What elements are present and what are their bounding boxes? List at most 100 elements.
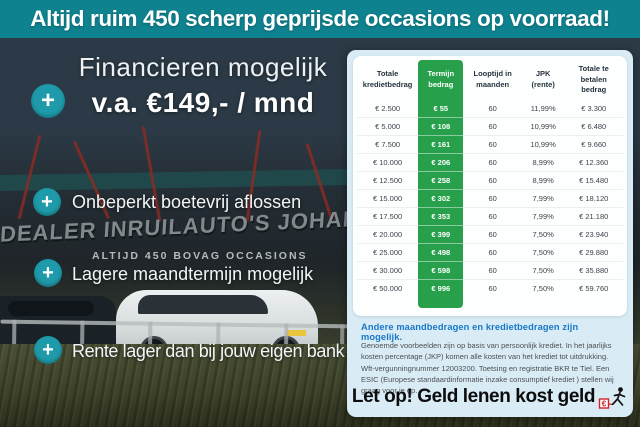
table-cell: € 12.360 [564, 153, 623, 171]
table-cell: € 399 [418, 225, 464, 243]
table-cell: 60 [463, 243, 522, 261]
finance-panel: Totale kredietbedrag Termijn bedrag Loopti… [347, 50, 633, 417]
table-cell: € 59.760 [564, 279, 623, 297]
table-cell: € 20.000 [357, 225, 419, 243]
finance-table-card: Totale kredietbedrag Termijn bedrag Loopti… [353, 56, 627, 316]
table-header-cell: JPK (rente) [531, 69, 555, 89]
table-cell: € 3.300 [581, 104, 607, 113]
table-cell: € 23.940 [564, 225, 623, 243]
hero-line1: Financieren mogelijk [78, 52, 328, 82]
table-cell: € 35.880 [564, 261, 623, 279]
finance-table-tail [357, 297, 623, 308]
table-cell: € 29.880 [564, 243, 623, 261]
table-row: € 30.000 € 598 60 7,50% € 35.880 [357, 261, 623, 279]
table-row: € 10.000 € 206 60 8,99% € 12.360 [357, 153, 623, 171]
table-cell: € 17.500 [357, 207, 419, 225]
table-cell: 60 [463, 171, 522, 189]
table-cell: € 50.000 [357, 279, 419, 297]
table-cell: 60 [463, 153, 522, 171]
bullet-item-3: Lagere maandtermijn mogelijk [72, 264, 314, 284]
table-cell: 7,99% [521, 189, 565, 207]
table-cell: € 25.000 [357, 243, 419, 261]
dealership-sign-small: ALTIJD 450 BOVAG OCCASIONS [92, 250, 308, 262]
table-cell: 10,99% [521, 135, 565, 153]
table-cell: 7,50% [521, 243, 565, 261]
table-cell: 7,50% [521, 261, 565, 279]
table-cell: 8,99% [521, 171, 565, 189]
table-cell: € 996 [418, 279, 464, 297]
table-cell: 8,99% [521, 153, 565, 171]
table-cell: € 10.000 [357, 153, 419, 171]
plus-icon: + [31, 84, 65, 118]
table-row: € 50.000 € 996 60 7,50% € 59.760 [357, 279, 623, 297]
banner-text: Altijd ruim 450 scherp geprijsde occasio… [30, 6, 610, 31]
table-cell: € 598 [418, 261, 464, 279]
table-cell: € 55 [418, 100, 464, 117]
table-header-cell: Totale kredietbedrag [362, 69, 413, 89]
table-row: € 20.000 € 399 60 7,50% € 23.940 [357, 225, 623, 243]
table-row: € 2.500 € 55 60 11,99% € 3.300 [357, 100, 623, 117]
table-row: € 12.500 € 258 60 8,99% € 15.480 [357, 171, 623, 189]
plus-icon: + [34, 336, 62, 364]
table-cell: € 30.000 [357, 261, 419, 279]
table-cell: 60 [463, 207, 522, 225]
table-cell: 11,99% [530, 104, 556, 113]
green-column-tail [418, 297, 464, 308]
plus-glyph: + [42, 339, 54, 361]
disclaimer-body: Genoemde voorbeelden zijn op basis van p… [361, 341, 614, 395]
finance-table-header: Totale kredietbedrag Termijn bedrag Loopti… [357, 60, 623, 100]
credit-warning-text: Let op! Geld lenen kost geld [351, 386, 596, 407]
table-cell: 7,50% [521, 279, 565, 297]
building-roofline [0, 168, 351, 192]
geld-lenen-kost-geld-icon: € [598, 387, 626, 409]
table-cell: € 6.480 [564, 117, 623, 135]
table-cell: € 18.120 [564, 189, 623, 207]
table-header-cell: Looptijd in maanden [473, 69, 512, 89]
table-cell: 60 [463, 117, 522, 135]
bullet-item-2: Onbeperkt boetevrij aflossen [72, 192, 302, 212]
table-cell: € 498 [418, 243, 464, 261]
credit-warning: Let op! Geld lenen kost geld € [347, 384, 633, 410]
plus-glyph: + [42, 262, 54, 284]
table-cell: 7,50% [521, 225, 565, 243]
table-cell: € 15.480 [564, 171, 623, 189]
finance-table-body: € 2.500 € 55 60 11,99% € 3.300 € 5.000 € 108 60… [357, 100, 623, 297]
table-row: € 7.500 € 161 60 10,99% € 9.660 [357, 135, 623, 153]
table-cell: € 353 [418, 207, 464, 225]
table-cell: € 2.500 [375, 104, 401, 113]
table-cell: 60 [463, 135, 522, 153]
license-plate [286, 330, 306, 336]
table-cell: € 7.500 [357, 135, 419, 153]
table-cell: 60 [488, 104, 497, 113]
table-header-cell: Termijn bedrag [418, 60, 464, 100]
table-cell: 60 [463, 225, 522, 243]
plus-glyph: + [41, 191, 53, 213]
svg-text:€: € [602, 400, 607, 409]
plus-icon: + [34, 259, 62, 287]
table-cell: € 258 [418, 171, 464, 189]
table-row: € 15.000 € 302 60 7,99% € 18.120 [357, 189, 623, 207]
plus-icon: + [33, 188, 61, 216]
table-cell: 10,99% [521, 117, 565, 135]
table-cell: 60 [463, 189, 522, 207]
table-cell: € 161 [418, 135, 464, 153]
table-header-cell: Totale te betalen bedrag [578, 63, 609, 95]
disclaimer-heading: Andere maandbedragen en kredietbedragen … [361, 322, 579, 342]
table-cell: € 9.660 [564, 135, 623, 153]
table-cell: 60 [463, 261, 522, 279]
table-cell: € 108 [418, 117, 464, 135]
plus-glyph: + [40, 87, 55, 114]
table-cell: € 302 [418, 189, 464, 207]
bullet-item-4: Rente lager dan bij jouw eigen bank [72, 341, 345, 361]
car-window [138, 295, 268, 314]
car-window [8, 301, 94, 316]
table-cell: € 15.000 [357, 189, 419, 207]
hero-text: Financieren mogelijk v.a. €149,- / mnd [64, 52, 342, 119]
table-cell: € 12.500 [357, 171, 419, 189]
table-cell: 60 [463, 279, 522, 297]
table-cell: € 21.180 [564, 207, 623, 225]
table-cell: € 206 [418, 153, 464, 171]
top-banner: Altijd ruim 450 scherp geprijsde occasio… [0, 0, 640, 38]
hero-line2: v.a. €149,- / mnd [91, 87, 315, 118]
